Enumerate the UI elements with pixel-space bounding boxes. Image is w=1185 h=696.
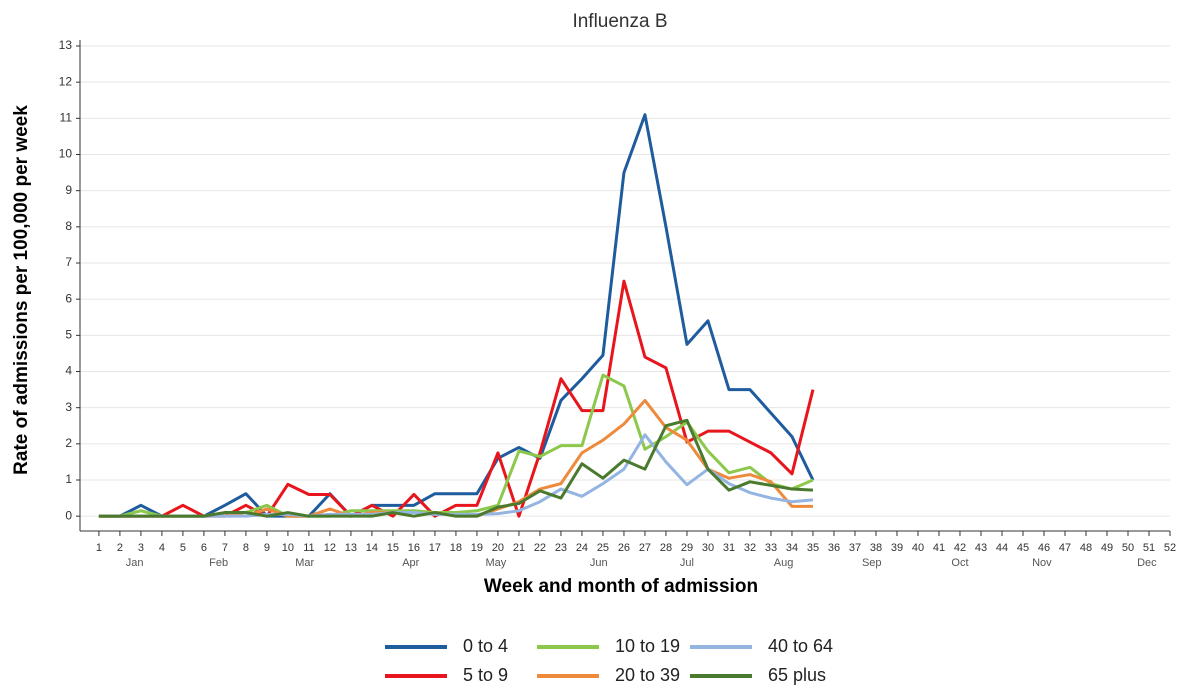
month-label: May <box>485 557 506 569</box>
x-tick-label: 25 <box>597 542 609 554</box>
y-tick-label: 2 <box>65 436 72 450</box>
month-label: Dec <box>1137 557 1157 569</box>
y-axis-title: Rate of admissions per 100,000 per week <box>11 105 32 475</box>
legend-label: 65 plus <box>768 665 826 685</box>
month-label: Sep <box>862 557 882 569</box>
x-tick-label: 32 <box>744 542 756 554</box>
x-tick-label: 17 <box>429 542 441 554</box>
month-label: Jun <box>590 557 608 569</box>
x-tick-label: 40 <box>912 542 924 554</box>
x-tick-label: 36 <box>828 542 840 554</box>
x-tick-label: 1 <box>96 542 102 554</box>
y-tick-label: 1 <box>65 472 72 486</box>
y-tick-label: 8 <box>65 219 72 233</box>
x-tick-label: 11 <box>303 542 314 554</box>
x-tick-label: 4 <box>159 542 165 554</box>
chart-title: Influenza B <box>572 11 667 32</box>
month-label: Aug <box>774 557 794 569</box>
y-tick-label: 10 <box>59 147 73 161</box>
month-label: Nov <box>1032 557 1052 569</box>
x-tick-label: 20 <box>492 542 504 554</box>
y-tick-label: 3 <box>65 400 72 414</box>
x-tick-label: 8 <box>243 542 249 554</box>
x-tick-label: 21 <box>513 542 525 554</box>
x-tick-label: 39 <box>891 542 903 554</box>
x-tick-label: 12 <box>324 542 336 554</box>
series-line <box>98 418 814 518</box>
legend-label: 40 to 64 <box>768 636 833 656</box>
x-tick-label: 15 <box>387 542 399 554</box>
x-tick-label: 41 <box>933 542 945 554</box>
y-tick-label: 6 <box>65 291 72 305</box>
x-tick-label: 10 <box>282 542 294 554</box>
x-tick-label: 3 <box>138 542 144 554</box>
x-tick-label: 27 <box>639 542 651 554</box>
series-line <box>98 433 814 518</box>
x-tick-label: 48 <box>1080 542 1092 554</box>
x-tick-label: 6 <box>201 542 207 554</box>
legend-label: 20 to 39 <box>615 665 680 685</box>
y-tick-label: 4 <box>65 364 72 378</box>
y-tick-label: 13 <box>59 38 73 52</box>
x-tick-label: 49 <box>1101 542 1113 554</box>
x-tick-label: 14 <box>366 542 378 554</box>
x-tick-label: 29 <box>681 542 693 554</box>
x-tick-label: 9 <box>264 542 270 554</box>
x-tick-label: 33 <box>765 542 777 554</box>
x-axis-title: Week and month of admission <box>484 576 758 597</box>
x-tick-label: 50 <box>1122 542 1134 554</box>
x-tick-label: 24 <box>576 542 588 554</box>
x-tick-label: 34 <box>786 542 798 554</box>
x-tick-label: 5 <box>180 542 186 554</box>
y-tick-label: 12 <box>59 74 73 88</box>
month-label: Apr <box>402 557 419 569</box>
x-tick-label: 2 <box>117 542 123 554</box>
series-line <box>98 398 813 518</box>
x-tick-label: 23 <box>555 542 567 554</box>
month-label: Jul <box>680 557 694 569</box>
x-tick-label: 44 <box>996 542 1008 554</box>
legend-label: 10 to 19 <box>615 636 680 656</box>
month-label: Mar <box>295 557 314 569</box>
x-tick-label: 28 <box>660 542 672 554</box>
x-tick-label: 42 <box>954 542 966 554</box>
x-tick-label: 46 <box>1038 542 1050 554</box>
x-tick-label: 26 <box>618 542 630 554</box>
x-tick-label: 30 <box>702 542 714 554</box>
y-tick-label: 0 <box>65 508 72 522</box>
series-line <box>98 279 815 518</box>
legend-label: 0 to 4 <box>463 636 508 656</box>
x-tick-label: 13 <box>345 542 357 554</box>
x-tick-label: 43 <box>975 542 987 554</box>
y-tick-label: 5 <box>65 328 72 342</box>
month-label: Feb <box>209 557 228 569</box>
x-tick-label: 52 <box>1164 542 1176 554</box>
x-tick-label: 16 <box>408 542 420 554</box>
month-label: Oct <box>951 557 968 569</box>
month-label: Jan <box>126 557 144 569</box>
x-tick-label: 19 <box>471 542 483 554</box>
x-tick-label: 22 <box>534 542 546 554</box>
y-tick-label: 7 <box>65 255 72 269</box>
x-tick-label: 18 <box>450 542 462 554</box>
x-tick-label: 38 <box>870 542 882 554</box>
x-tick-label: 51 <box>1143 542 1155 554</box>
x-tick-label: 47 <box>1059 542 1071 554</box>
x-tick-label: 37 <box>849 542 861 554</box>
x-tick-label: 31 <box>723 542 735 554</box>
x-tick-label: 35 <box>807 542 819 554</box>
legend-label: 5 to 9 <box>463 665 508 685</box>
x-tick-label: 45 <box>1017 542 1029 554</box>
series-line <box>98 113 815 518</box>
y-tick-label: 11 <box>60 111 73 125</box>
y-tick-label: 9 <box>65 183 72 197</box>
x-tick-label: 7 <box>222 542 228 554</box>
